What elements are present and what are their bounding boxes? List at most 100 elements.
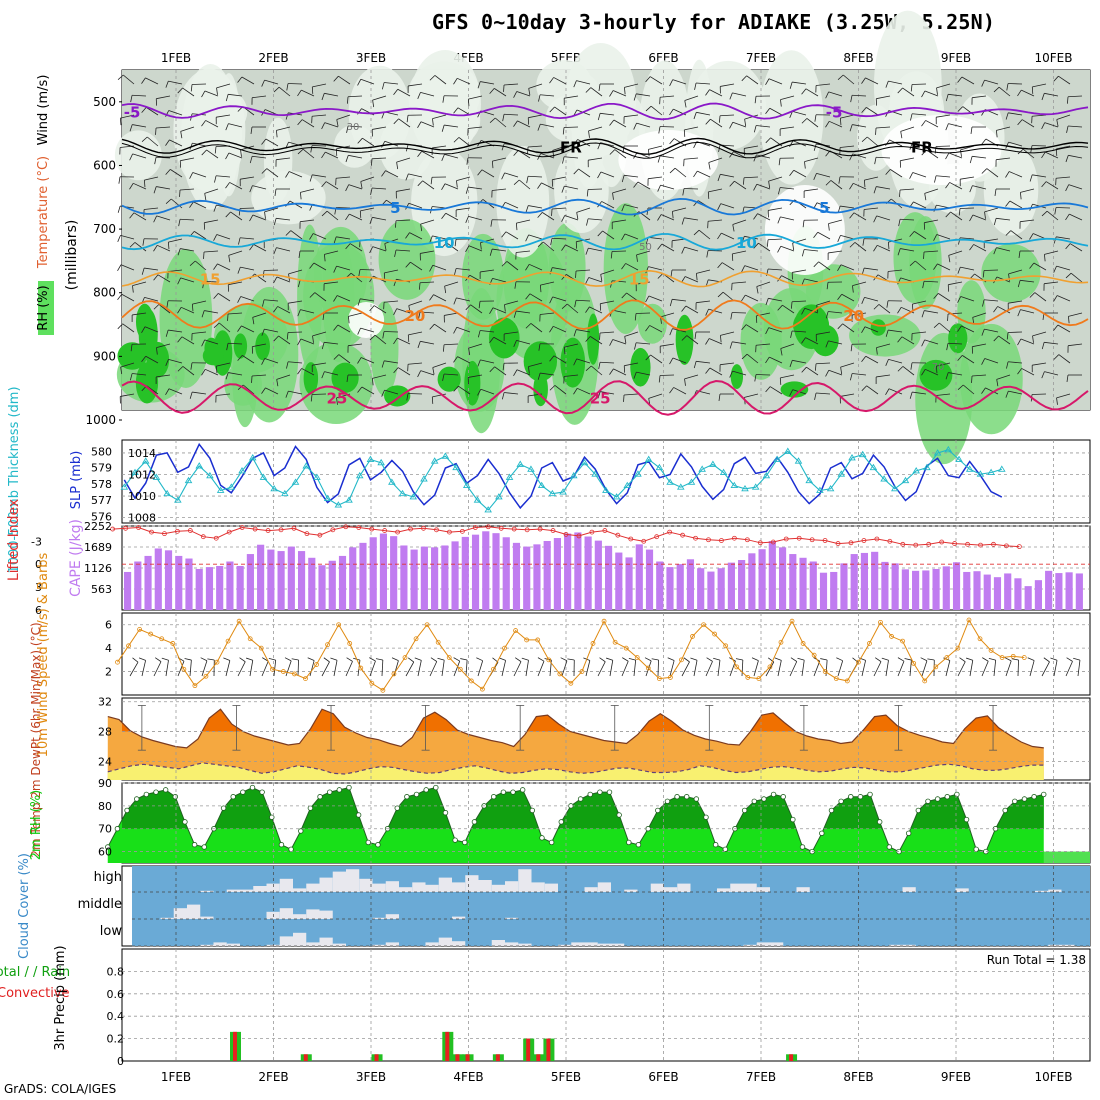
- y-tick-label-slp: 1012: [128, 468, 156, 481]
- wind-barb-flag: [658, 375, 661, 383]
- wind-barb: [516, 219, 531, 224]
- rh2m-marker: [365, 839, 371, 846]
- wind-barb-flag: [357, 79, 362, 86]
- wind-barb: [264, 328, 279, 333]
- wind-barb: [444, 373, 459, 376]
- wind-barb-flag: [441, 124, 445, 132]
- wind-barb-flag: [261, 138, 267, 145]
- wind-barb: [924, 339, 939, 345]
- cape-bar: [287, 546, 295, 610]
- surface-wind-barb: [837, 660, 844, 677]
- wind-barb: [719, 114, 735, 117]
- rh2m-line: [107, 787, 1044, 853]
- wind-barb: [372, 246, 387, 252]
- wind-barb: [843, 74, 855, 85]
- wind-barb-flag: [441, 183, 446, 191]
- thickness-marker: [698, 465, 706, 472]
- wind-barb: [276, 217, 291, 221]
- wind-barb-flag: [825, 91, 829, 99]
- wind-barb: [312, 174, 327, 178]
- wind-barb-flag: [369, 217, 373, 225]
- wind-barb: [542, 212, 555, 221]
- wind-barb-flag: [981, 79, 985, 87]
- surface-wind-barb: [969, 660, 974, 677]
- wind-barb: [600, 331, 615, 334]
- thickness-marker: [901, 476, 910, 484]
- wind-barb-flag: [585, 306, 590, 313]
- cape-bar: [134, 561, 142, 610]
- wind-speed-marker: [170, 641, 176, 646]
- wind-barb-flag: [312, 335, 314, 343]
- wind-barb-flag: [753, 154, 757, 162]
- wind-barb-flag: [669, 79, 674, 87]
- wind-speed-line: [117, 618, 1025, 691]
- wind-barb: [877, 244, 891, 252]
- cape-bar: [1055, 573, 1063, 610]
- rh2m-marker: [298, 828, 304, 834]
- wind-barb-flag: [825, 311, 829, 319]
- wind-barb-flag: [297, 309, 301, 317]
- wind-barb: [734, 180, 747, 190]
- wind-barb: [565, 244, 579, 252]
- surface-wind-barb: [369, 660, 376, 677]
- wind-barb-flag: [237, 325, 242, 332]
- wind-speed-marker: [269, 666, 275, 672]
- wind-barb-flag: [777, 246, 782, 253]
- surface-wind-barb-flag: [1004, 657, 1012, 662]
- wind-barb: [336, 176, 351, 179]
- wind-barb: [828, 340, 843, 345]
- wind-barb-flag: [1017, 368, 1022, 375]
- wind-barb: [1069, 213, 1083, 221]
- wind-barb: [494, 88, 507, 97]
- cloud-bar-low: [1048, 944, 1062, 946]
- wind-barb: [1057, 324, 1071, 333]
- wind-barb: [540, 312, 555, 315]
- wind-barb: [864, 176, 879, 181]
- cape-bar: [871, 551, 879, 610]
- wind-barb-flag: [573, 388, 578, 395]
- wind-barb: [866, 385, 879, 395]
- li-marker: [382, 528, 388, 533]
- wind-barb-flag: [273, 306, 278, 313]
- surface-wind-barb: [921, 660, 928, 677]
- cape-li-panel: [110, 524, 1091, 611]
- wind-barb: [984, 238, 999, 242]
- wind-barb-flag: [297, 119, 303, 126]
- li-marker: [330, 527, 336, 533]
- wind-barb: [443, 343, 459, 346]
- wind-barb: [179, 218, 195, 221]
- contour-label: FR: [911, 138, 933, 156]
- thickness-marker: [495, 493, 503, 500]
- wind-barb: [384, 269, 399, 274]
- wind-barb-flag: [549, 296, 553, 304]
- wind-barb: [900, 188, 915, 191]
- cape-bar: [891, 563, 899, 610]
- wind-barb: [888, 269, 903, 272]
- wind-barb-flag: [141, 267, 145, 275]
- surface-wind-barb-flag: [200, 657, 208, 662]
- wind-barb-flag: [346, 125, 349, 133]
- wind-barb: [194, 231, 207, 240]
- wind-barb-flag: [826, 282, 829, 290]
- surface-wind-barb-flag: [514, 657, 522, 662]
- wind-barb: [697, 170, 711, 178]
- surface-wind-barb-flag: [476, 657, 483, 662]
- thickness-marker: [837, 470, 846, 477]
- surface-wind-barb-flag: [414, 657, 422, 661]
- wind-barb: [960, 237, 975, 240]
- wind-barb: [648, 145, 663, 150]
- wind-barb: [888, 80, 903, 85]
- wind-barb-flag: [1065, 155, 1069, 163]
- thickness-marker: [944, 445, 953, 453]
- rh2m-marker: [848, 794, 854, 800]
- cloud-bar-low: [902, 944, 916, 946]
- cloud-bar-middle: [385, 914, 399, 919]
- surface-wind-barb: [237, 661, 246, 677]
- cape-bar: [973, 571, 981, 610]
- rh2m-marker: [471, 819, 478, 825]
- surface-wind-barb-flag: [246, 657, 253, 661]
- wind-barb: [696, 360, 711, 364]
- wind-barb-flag: [960, 149, 962, 157]
- wind-barb-flag: [477, 81, 481, 89]
